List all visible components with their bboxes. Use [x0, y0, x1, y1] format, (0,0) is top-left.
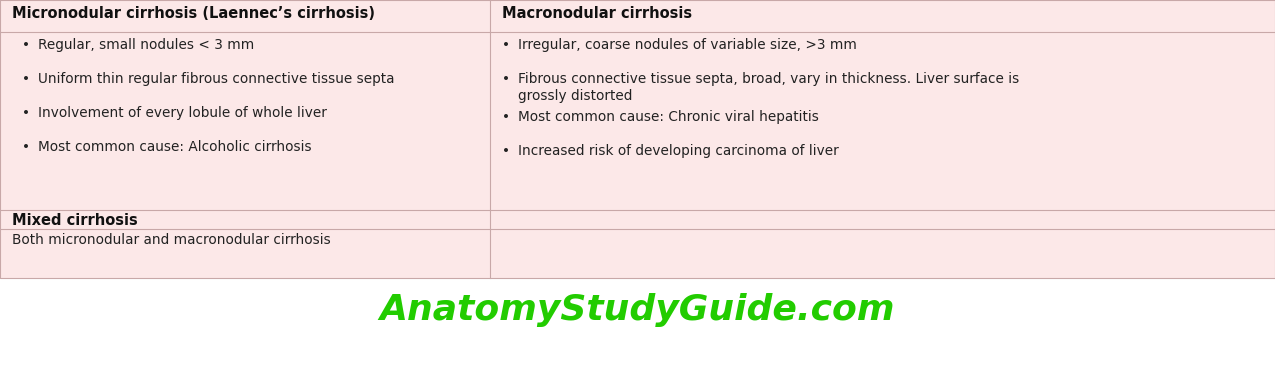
- Text: •: •: [22, 38, 31, 52]
- Text: Increased risk of developing carcinoma of liver: Increased risk of developing carcinoma o…: [518, 144, 839, 158]
- Text: •: •: [502, 38, 510, 52]
- Text: AnatomyStudyGuide.com: AnatomyStudyGuide.com: [379, 293, 895, 327]
- Text: Macronodular cirrhosis: Macronodular cirrhosis: [502, 6, 692, 21]
- Text: •: •: [22, 106, 31, 120]
- Text: Most common cause: Chronic viral hepatitis: Most common cause: Chronic viral hepatit…: [518, 110, 819, 124]
- Bar: [0, 278, 1275, 369]
- Text: •: •: [22, 140, 31, 154]
- Text: •: •: [22, 72, 31, 86]
- Text: Regular, small nodules < 3 mm: Regular, small nodules < 3 mm: [38, 38, 254, 52]
- Text: Fibrous connective tissue septa, broad, vary in thickness. Liver surface is: Fibrous connective tissue septa, broad, …: [518, 72, 1019, 86]
- Text: Irregular, coarse nodules of variable size, >3 mm: Irregular, coarse nodules of variable si…: [518, 38, 857, 52]
- Text: •: •: [502, 110, 510, 124]
- Bar: [0, 0, 1275, 278]
- Text: Mixed cirrhosis: Mixed cirrhosis: [11, 213, 138, 228]
- Text: •: •: [502, 144, 510, 158]
- Text: Most common cause: Alcoholic cirrhosis: Most common cause: Alcoholic cirrhosis: [38, 140, 311, 154]
- Text: Involvement of every lobule of whole liver: Involvement of every lobule of whole liv…: [38, 106, 326, 120]
- Text: Both micronodular and macronodular cirrhosis: Both micronodular and macronodular cirrh…: [11, 233, 330, 247]
- Text: grossly distorted: grossly distorted: [518, 89, 632, 103]
- Text: •: •: [502, 72, 510, 86]
- Text: Uniform thin regular fibrous connective tissue septa: Uniform thin regular fibrous connective …: [38, 72, 394, 86]
- Text: Micronodular cirrhosis (Laennec’s cirrhosis): Micronodular cirrhosis (Laennec’s cirrho…: [11, 6, 375, 21]
